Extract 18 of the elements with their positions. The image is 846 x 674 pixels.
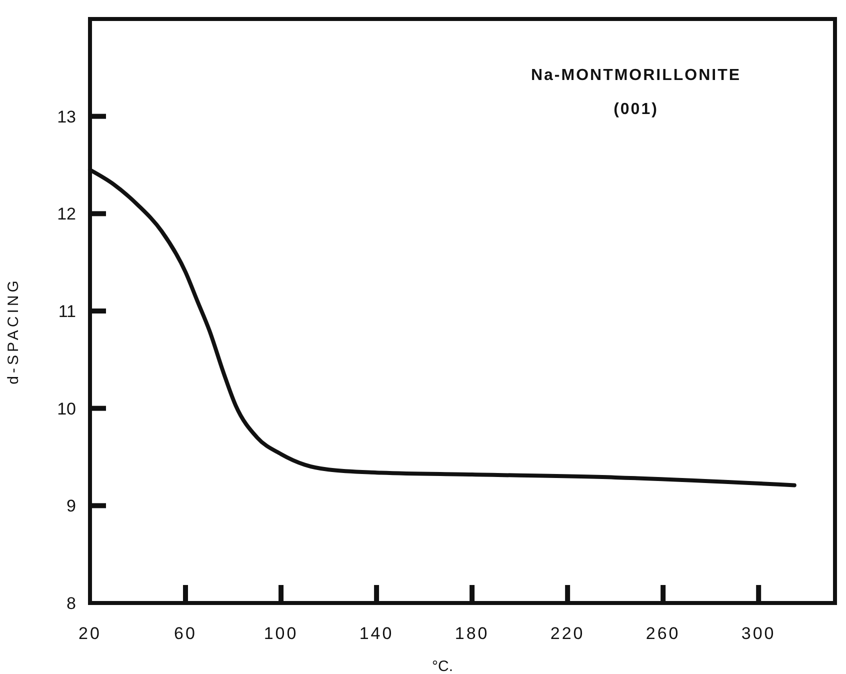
x-tick-label: 180 bbox=[454, 624, 490, 643]
y-tick-label: 10 bbox=[57, 399, 76, 418]
x-tick-label: 260 bbox=[646, 624, 680, 643]
y-tick-label: 8 bbox=[66, 594, 76, 613]
annotation: (001) bbox=[614, 101, 658, 118]
x-axis-title: °C. bbox=[432, 658, 453, 674]
y-tick-label: 12 bbox=[57, 204, 76, 224]
x-tick-label: 140 bbox=[359, 624, 394, 643]
y-tick-label: 9 bbox=[66, 496, 76, 516]
x-tick-label: 20 bbox=[78, 624, 102, 643]
y-tick-label: 11 bbox=[58, 302, 76, 321]
x-tick-label: 60 bbox=[174, 624, 197, 643]
x-tick-label: 100 bbox=[264, 624, 298, 643]
y-axis-title: d-SPACING bbox=[5, 278, 22, 384]
x-tick-label: 220 bbox=[550, 624, 585, 643]
x-tick-label: 300 bbox=[741, 624, 776, 643]
annotation: Na-MONTMORILLONITE bbox=[530, 67, 742, 84]
y-tick-label: 13 bbox=[57, 107, 76, 126]
